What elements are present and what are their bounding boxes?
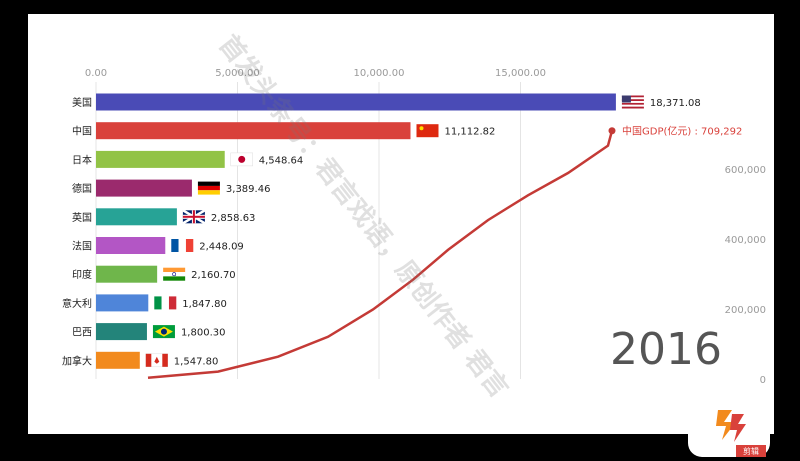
value-label: 1,800.30 <box>181 328 226 339</box>
gdp-bar-chart-race: 0.00 5,000.00 10,000.00 15,000.00 美国 18,371.… <box>62 29 766 404</box>
chart-frame: 0.00 5,000.00 10,000.00 15,000.00 美国 18,371.… <box>28 14 774 434</box>
right-tick-label: 400,000 <box>725 235 766 246</box>
bar-8 <box>96 323 147 341</box>
x-tick-label: 0.00 <box>85 68 107 79</box>
category-label: 加拿大 <box>62 354 92 367</box>
china-gdp-endpoint <box>608 127 616 135</box>
value-label: 4,548.64 <box>259 155 304 166</box>
bar-1 <box>96 122 411 140</box>
x-tick-label: 15,000.00 <box>495 68 546 79</box>
category-label: 巴西 <box>72 327 92 339</box>
bar-5 <box>96 237 166 254</box>
right-tick-label: 200,000 <box>725 305 766 316</box>
category-label: 印度 <box>72 268 92 281</box>
bar-3 <box>96 179 192 197</box>
value-label: 1,847.80 <box>182 299 227 310</box>
bar-9 <box>96 351 140 369</box>
value-label: 2,448.09 <box>199 242 244 253</box>
right-tick-label: 600,000 <box>725 165 766 176</box>
app-logo-badge: 剪辑 <box>688 396 770 457</box>
category-label: 德国 <box>72 182 92 195</box>
bar-0 <box>96 93 616 111</box>
bar-2 <box>96 150 225 168</box>
brazil-flag-icon <box>152 325 175 339</box>
value-label: 2,858.63 <box>211 213 256 224</box>
germany-flag-icon <box>197 181 220 195</box>
china-gdp-annotation: 中国GDP(亿元) : 709,292 <box>622 125 742 138</box>
india-flag-icon <box>163 267 186 281</box>
x-tick-label: 10,000.00 <box>354 68 405 79</box>
category-label: 英国 <box>72 211 92 224</box>
value-label: 1,547.80 <box>174 356 219 367</box>
category-label: 法国 <box>72 240 92 253</box>
year-label: 2016 <box>610 324 722 375</box>
china-gdp-line <box>147 130 614 380</box>
france-flag-icon <box>171 239 194 252</box>
watermark-text: 首发头条号：君言戏语，原创作者 君言 <box>212 29 514 404</box>
china-flag-icon <box>416 124 439 138</box>
category-label: 意大利 <box>62 297 92 310</box>
japan-flag-icon <box>230 152 253 167</box>
right-tick-label: 0 <box>760 375 766 386</box>
value-label: 11,112.82 <box>444 127 495 138</box>
uk-flag-icon <box>182 209 206 225</box>
logo-badge-text: 剪辑 <box>743 446 759 456</box>
italy-flag-icon <box>154 296 177 310</box>
category-label: 美国 <box>72 96 92 109</box>
value-label: 18,371.08 <box>650 98 701 109</box>
x-tick-label: 5,000.00 <box>215 68 260 79</box>
category-label: 日本 <box>72 153 92 166</box>
category-label: 中国 <box>72 125 92 138</box>
bar-7 <box>96 294 149 312</box>
logo-icon: 剪辑 <box>688 396 770 457</box>
canada-flag-icon <box>145 353 169 368</box>
value-label: 3,389.46 <box>226 184 271 195</box>
value-label: 2,160.70 <box>191 270 236 281</box>
bar-4 <box>96 208 177 226</box>
bar-6 <box>96 265 158 283</box>
us-flag-icon <box>621 95 644 109</box>
